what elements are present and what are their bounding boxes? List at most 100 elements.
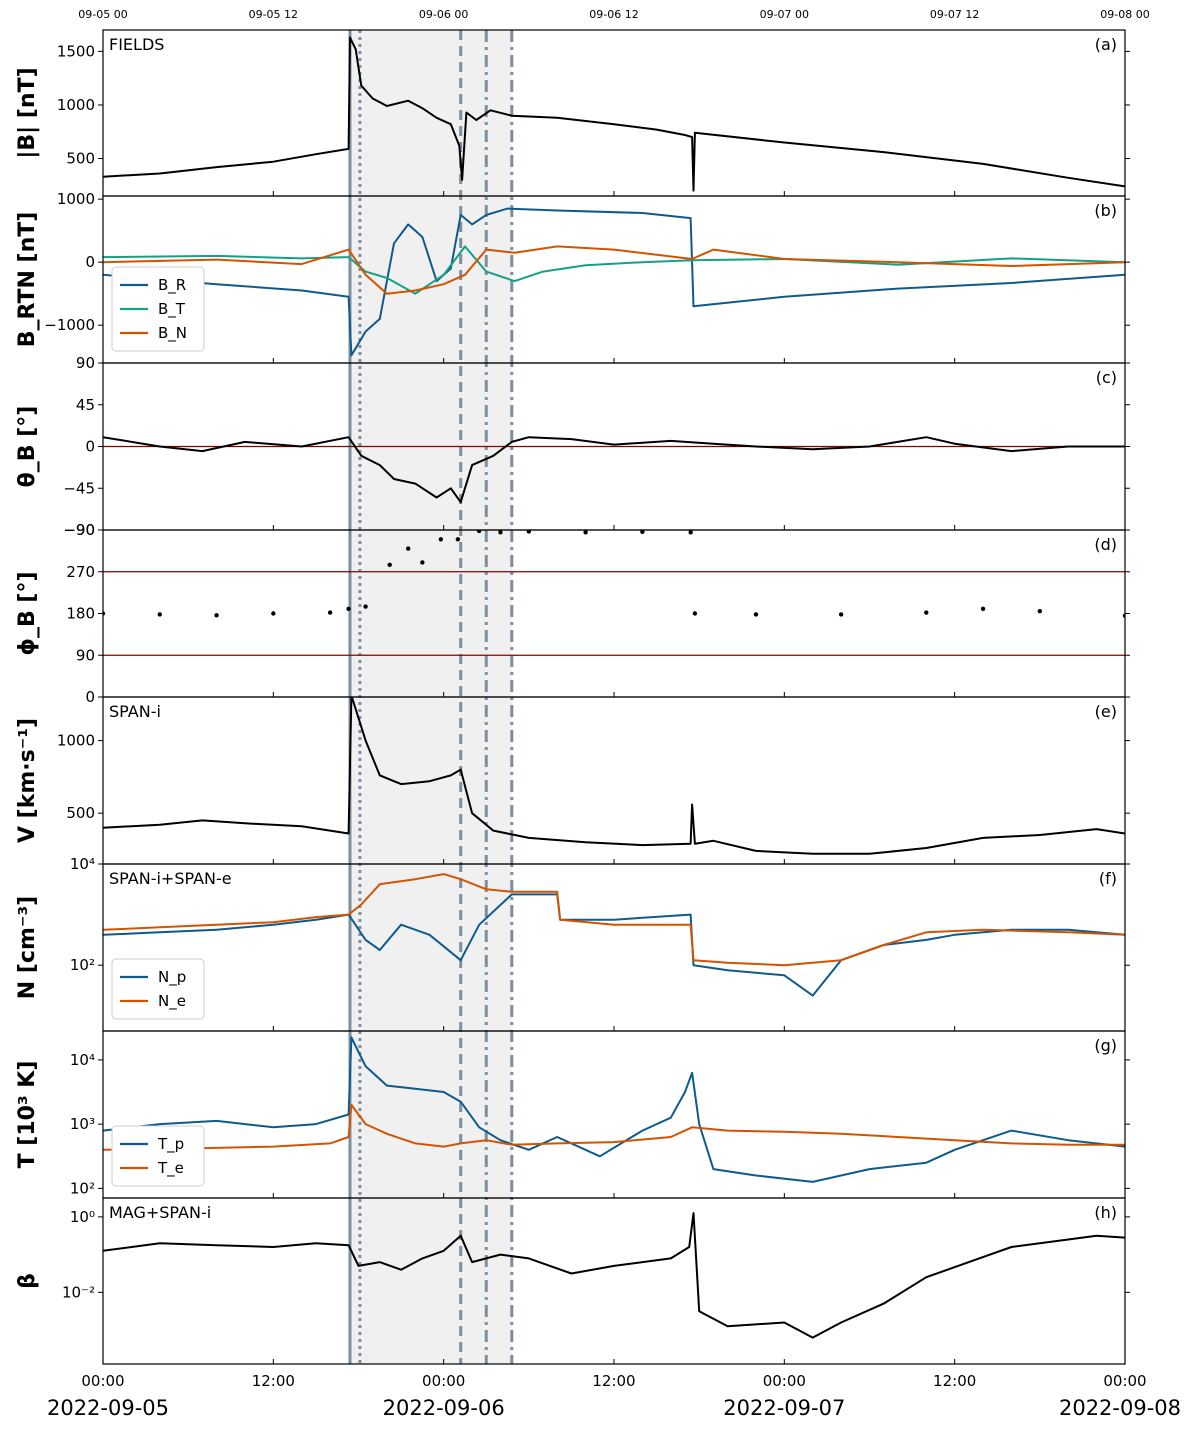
data-point bbox=[420, 560, 425, 565]
panel-b: −1000 0 1000 B_RTN [nT] (b) B_R B_T B_N bbox=[15, 190, 1130, 364]
series-line-e-0 bbox=[103, 697, 1125, 855]
bottom-date-label: 2022-09-07 bbox=[723, 1396, 845, 1420]
panel-g: 10² 10³ 10⁴ T [10³ K] (g) T_p T_e bbox=[15, 1030, 1130, 1199]
top-axis-label: 09-05 00 bbox=[78, 8, 127, 21]
ytick-label: 0 bbox=[85, 438, 95, 456]
panel-frame bbox=[102, 529, 1126, 698]
panel-c: −90 −45 0 45 90 θ_B [°] (c) bbox=[15, 354, 1130, 539]
ytick-label: 10⁰ bbox=[70, 1208, 95, 1226]
bottom-date-label: 2022-09-08 bbox=[1059, 1396, 1181, 1420]
panel-corner-label: (b) bbox=[1094, 201, 1117, 220]
top-axis-label: 09-08 00 bbox=[1100, 8, 1149, 21]
panel-frame bbox=[102, 29, 1126, 197]
panel-f: 10² 10⁴ N [cm⁻³] (f) SPAN-i+SPAN-e N_p N_e bbox=[15, 855, 1130, 1032]
data-point bbox=[753, 612, 759, 617]
legend-label: B_R bbox=[158, 276, 186, 295]
data-point bbox=[387, 562, 392, 567]
legend-box bbox=[111, 958, 205, 1020]
panel-e: 500 1000 V [km·s⁻¹] (e) SPAN-i bbox=[15, 696, 1130, 865]
bottom-date-label: 2022-09-06 bbox=[383, 1396, 505, 1420]
y-axis-label: N [cm⁻³] bbox=[15, 896, 40, 999]
panel-d: 0 90 180 270 −90 ϕ_B [°] (d) bbox=[15, 521, 1130, 706]
legend-label: N_e bbox=[158, 992, 186, 1011]
data-point bbox=[214, 613, 219, 618]
ytick-label: 180 bbox=[66, 605, 95, 623]
ytick-label: 10⁴ bbox=[70, 1051, 95, 1069]
bottom-time-label: 00:00 bbox=[81, 1372, 124, 1390]
y-axis-label: ϕ_B [°] bbox=[15, 571, 40, 655]
top-axis-label: 09-05 12 bbox=[249, 8, 298, 21]
data-point bbox=[438, 537, 444, 542]
bottom-date-label: 2022-09-05 bbox=[47, 1396, 169, 1420]
legend: T_p T_e bbox=[111, 1125, 205, 1187]
ytick-label: 90 bbox=[76, 646, 95, 664]
legend: N_p N_e bbox=[111, 958, 205, 1020]
ytick-label: 0 bbox=[85, 688, 95, 706]
series-line-g-0 bbox=[103, 1036, 1125, 1183]
ytick-label: 10² bbox=[70, 956, 95, 974]
legend-label: N_p bbox=[158, 968, 186, 987]
bottom-time-label: 12:00 bbox=[933, 1372, 976, 1390]
panel-corner-label: (d) bbox=[1094, 535, 1117, 554]
ytick-label: −45 bbox=[63, 479, 95, 497]
ytick-label: 90 bbox=[76, 354, 95, 372]
data-point bbox=[1037, 608, 1043, 614]
series-line-f-1 bbox=[103, 873, 1125, 967]
panel-frame bbox=[102, 1197, 1126, 1365]
legend-label: T_p bbox=[157, 1135, 184, 1154]
y-axis-label: |B| [nT] bbox=[15, 67, 40, 158]
panel-a: 500 1000 1500 |B| [nT] (a) FIELDS bbox=[15, 29, 1130, 197]
data-point bbox=[363, 604, 368, 609]
data-point bbox=[455, 537, 461, 542]
data-point bbox=[692, 611, 698, 616]
top-axis-label: 09-07 00 bbox=[760, 8, 809, 21]
ytick-label: 10³ bbox=[70, 1115, 95, 1133]
panel-corner-label: (h) bbox=[1094, 1203, 1117, 1222]
panel-corner-label: (f) bbox=[1099, 869, 1117, 888]
data-point bbox=[327, 610, 333, 615]
data-point bbox=[476, 530, 482, 534]
ytick-label: 10² bbox=[70, 1179, 95, 1197]
y-axis-label: β bbox=[15, 1273, 40, 1289]
ytick-label: −90 bbox=[63, 521, 95, 539]
y-axis-label: V [km·s⁻¹] bbox=[15, 718, 40, 843]
top-axis-label: 09-07 12 bbox=[930, 8, 979, 21]
ytick-label: 10⁴ bbox=[70, 855, 95, 873]
data-point bbox=[526, 530, 532, 534]
series-line-a-0 bbox=[103, 36, 1125, 192]
instrument-label: MAG+SPAN-i bbox=[109, 1203, 211, 1222]
ytick-label: 45 bbox=[76, 396, 95, 414]
bottom-time-label: 12:00 bbox=[592, 1372, 635, 1390]
series-line-b-0 bbox=[103, 207, 1125, 357]
ytick-label: 0 bbox=[85, 253, 95, 271]
bottom-time-label: 12:00 bbox=[252, 1372, 295, 1390]
ytick-label: 10⁻² bbox=[62, 1283, 95, 1301]
instrument-label: SPAN-i bbox=[109, 702, 161, 721]
ytick-label: 1500 bbox=[57, 42, 95, 60]
y-axis-label: T [10³ K] bbox=[15, 1061, 40, 1169]
legend-label: T_e bbox=[157, 1159, 184, 1178]
ytick-label: 1000 bbox=[57, 732, 95, 750]
series-d-markers bbox=[103, 530, 1125, 619]
y-axis-label: B_RTN [nT] bbox=[15, 212, 40, 348]
panel-frame bbox=[102, 1030, 1126, 1199]
data-point bbox=[980, 606, 986, 612]
ytick-label: 500 bbox=[66, 804, 95, 822]
panel-corner-label: (e) bbox=[1095, 702, 1117, 721]
ytick-label: 270 bbox=[66, 563, 95, 581]
instrument-label: FIELDS bbox=[109, 35, 164, 54]
bottom-time-label: 00:00 bbox=[763, 1372, 806, 1390]
data-point bbox=[405, 546, 411, 551]
bottom-time-label: 00:00 bbox=[422, 1372, 465, 1390]
data-point bbox=[838, 612, 844, 617]
bottom-time-label: 00:00 bbox=[1103, 1372, 1146, 1390]
top-axis-label: 09-06 00 bbox=[419, 8, 468, 21]
series-line-h-0 bbox=[103, 1212, 1125, 1339]
series-line-f-0 bbox=[103, 893, 1125, 997]
data-point bbox=[640, 530, 645, 535]
data-point bbox=[924, 610, 929, 615]
top-axis-label: 09-06 12 bbox=[589, 8, 638, 21]
panel-corner-label: (g) bbox=[1094, 1036, 1117, 1055]
legend-box bbox=[111, 1125, 205, 1187]
